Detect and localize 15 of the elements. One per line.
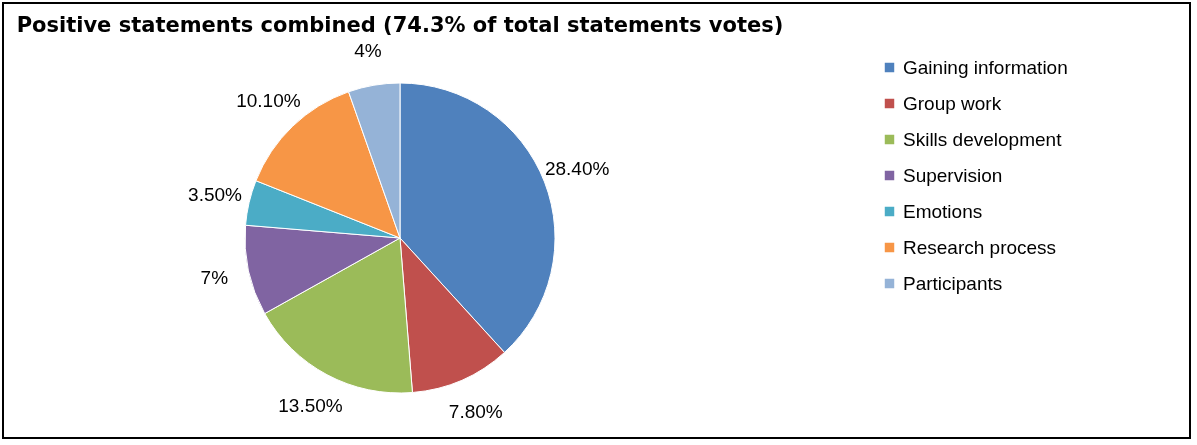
data-label: 13.50% (278, 394, 343, 416)
chart-title: Positive statements combined (74.3% of total statements votes) (16, 12, 784, 37)
data-label: 4% (354, 39, 382, 61)
legend-label: Group work (903, 92, 1002, 114)
data-label: 7.80% (448, 401, 503, 423)
data-label: 7% (200, 267, 229, 289)
legend-label: Skills development (903, 128, 1063, 150)
legend-label: Supervision (903, 164, 1003, 186)
legend-label: Gaining information (903, 56, 1068, 78)
legend-label: Emotions (903, 200, 983, 222)
data-label: 10.10% (236, 89, 301, 111)
data-label: 28.40% (544, 158, 610, 180)
legend-label: Research process (903, 236, 1057, 258)
data-label: 3.50% (188, 183, 243, 205)
legend-label: Participants (903, 272, 1003, 294)
